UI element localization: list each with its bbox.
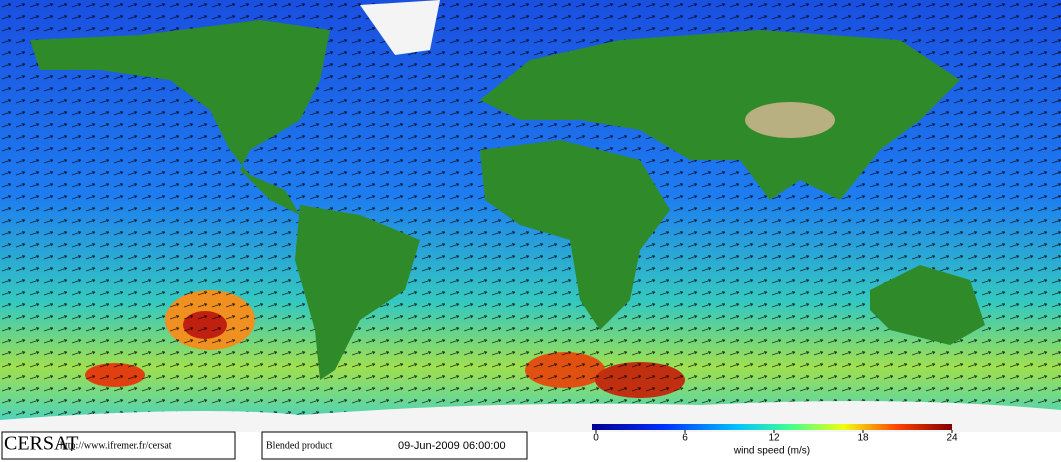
date: 09-Jun-2009 06:00:00 xyxy=(398,440,506,452)
colorbar xyxy=(592,424,952,430)
colorbar-tick-label: 0 xyxy=(593,433,599,444)
colorbar-tick-label: 12 xyxy=(768,433,780,444)
colorbar-label: wind speed (m/s) xyxy=(733,446,810,457)
colorbar-tick-label: 6 xyxy=(682,433,688,444)
map-background xyxy=(0,0,1061,432)
logo: CERSAT xyxy=(4,433,78,455)
colorbar-tick-label: 24 xyxy=(946,433,958,444)
info-box xyxy=(261,431,528,460)
colorbar-tick-label: 18 xyxy=(857,433,869,444)
url: http://www.ifremer.fr/cersat xyxy=(60,440,172,451)
product: Blended product xyxy=(266,440,333,451)
logo-box xyxy=(1,431,236,460)
